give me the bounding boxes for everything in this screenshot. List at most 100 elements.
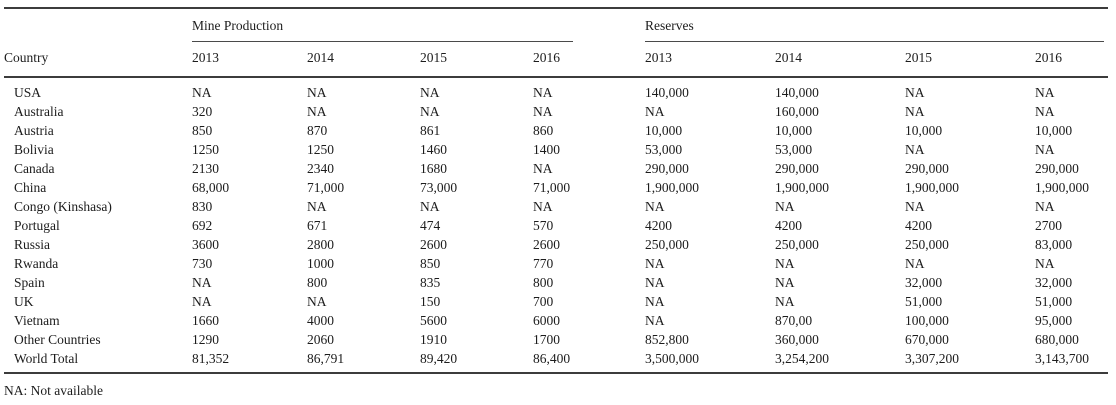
mine-production-value-cell: NA — [307, 85, 327, 100]
reserves-value-cell: 1,900,000 — [905, 180, 959, 195]
mine-production-value-cell: 5600 — [420, 313, 447, 328]
reserves-value-cell: 51,000 — [1035, 294, 1073, 309]
reserves-value-cell: 250,000 — [905, 237, 949, 252]
reserves-value-cell: 95,000 — [1035, 313, 1073, 328]
mine-production-value-cell: 1000 — [307, 256, 334, 271]
mine-production-value-cell: NA — [533, 161, 553, 176]
mine-production-value-cell: 4000 — [307, 313, 334, 328]
reserves-value-cell: 83,000 — [1035, 237, 1073, 252]
reserves-value-cell: NA — [1035, 199, 1055, 214]
table-row: Bolivia 1250 1250 1460 1400 53,000 53,00… — [4, 140, 1108, 159]
na-footnote: NA: Not available — [4, 383, 103, 398]
table-row: Australia 320 NA NA NA NA 160,000 NA NA — [4, 102, 1108, 121]
mine-production-value-cell: 2600 — [533, 237, 560, 252]
mine-production-value-cell: 2130 — [192, 161, 219, 176]
mine-production-value-cell: 3600 — [192, 237, 219, 252]
mine-production-value-cell: 861 — [420, 123, 441, 138]
mine-production-value-cell: 870 — [307, 123, 328, 138]
table-row: Canada 2130 2340 1680 NA 290,000 290,000… — [4, 159, 1108, 178]
table-header: Mine Production Reserves Country 2013 20… — [4, 8, 1108, 78]
reserves-value-cell: 32,000 — [905, 275, 943, 290]
year-header-mp-2015: 2015 — [420, 42, 533, 78]
reserves-value-cell: 32,000 — [1035, 275, 1073, 290]
mine-production-value-cell: 1290 — [192, 332, 219, 347]
reserves-value-cell: 360,000 — [775, 332, 819, 347]
country-cell: China — [14, 180, 47, 195]
reserves-value-cell: 3,143,700 — [1035, 351, 1089, 366]
mine-production-value-cell: 570 — [533, 218, 554, 233]
year-header-mp-2013: 2013 — [192, 42, 307, 78]
reserves-value-cell: 3,307,200 — [905, 351, 959, 366]
table-row: Portugal 692 671 474 570 4200 4200 4200 … — [4, 216, 1108, 235]
reserves-value-cell: NA — [905, 142, 925, 157]
reserves-value-cell: NA — [645, 294, 665, 309]
reserves-value-cell: 250,000 — [775, 237, 819, 252]
country-cell: Spain — [14, 275, 45, 290]
reserves-value-cell: NA — [775, 256, 795, 271]
reserves-value-cell: 4200 — [645, 218, 672, 233]
mine-production-value-cell: 850 — [420, 256, 441, 271]
table-row: Austria 850 870 861 860 10,000 10,000 10… — [4, 121, 1108, 140]
reserves-value-cell: 680,000 — [1035, 332, 1079, 347]
mine-production-value-cell: NA — [192, 85, 212, 100]
country-cell: Canada — [14, 161, 55, 176]
mine-production-value-cell: NA — [420, 199, 440, 214]
reserves-value-cell: 1,900,000 — [1035, 180, 1089, 195]
mine-production-value-cell: 89,420 — [420, 351, 458, 366]
country-cell: Vietnam — [14, 313, 60, 328]
mine-production-value-cell: 671 — [307, 218, 328, 233]
data-table: Mine Production Reserves Country 2013 20… — [4, 7, 1108, 374]
col-group-reserves: Reserves — [645, 8, 1108, 42]
reserves-value-cell: NA — [905, 199, 925, 214]
mine-production-value-cell: NA — [307, 104, 327, 119]
mine-production-value-cell: 800 — [533, 275, 554, 290]
mine-production-value-cell: NA — [420, 85, 440, 100]
table-row: World Total 81,352 86,791 89,420 86,400 … — [4, 349, 1108, 373]
mine-production-value-cell: 860 — [533, 123, 554, 138]
reserves-value-cell: NA — [1035, 85, 1055, 100]
reserves-value-cell: 1,900,000 — [645, 180, 699, 195]
reserves-value-cell: NA — [775, 294, 795, 309]
reserves-value-cell: 53,000 — [645, 142, 683, 157]
country-cell: Russia — [14, 237, 51, 252]
mine-production-value-cell: 2060 — [307, 332, 334, 347]
reserves-value-cell: NA — [905, 104, 925, 119]
table-row: USA NA NA NA NA 140,000 140,000 NA NA — [4, 77, 1108, 102]
mine-production-value-cell: 320 — [192, 104, 213, 119]
mine-production-value-cell: 1460 — [420, 142, 447, 157]
country-cell: Congo (Kinshasa) — [14, 199, 112, 214]
mine-production-value-cell: 692 — [192, 218, 213, 233]
mine-production-value-cell: 2600 — [420, 237, 447, 252]
mine-production-value-cell: 1700 — [533, 332, 560, 347]
reserves-value-cell: 160,000 — [775, 104, 819, 119]
mine-production-value-cell: 474 — [420, 218, 441, 233]
country-cell: Bolivia — [14, 142, 54, 157]
reserves-value-cell: 3,500,000 — [645, 351, 699, 366]
year-header-rv-2013: 2013 — [645, 42, 775, 78]
reserves-value-cell: NA — [905, 85, 925, 100]
mine-production-value-cell: NA — [192, 275, 212, 290]
col-group-mine-production: Mine Production — [192, 8, 645, 42]
reserves-value-cell: 10,000 — [1035, 123, 1073, 138]
reserves-value-cell: 100,000 — [905, 313, 949, 328]
country-cell: UK — [14, 294, 34, 309]
year-header-rv-2016: 2016 — [1035, 42, 1108, 78]
reserves-value-cell: NA — [645, 313, 665, 328]
mine-production-value-cell: 1910 — [420, 332, 447, 347]
mine-production-value-cell: 86,791 — [307, 351, 345, 366]
reserves-value-cell: 852,800 — [645, 332, 689, 347]
year-header-rv-2015: 2015 — [905, 42, 1035, 78]
reserves-value-cell: NA — [1035, 256, 1055, 271]
reserves-value-cell: 10,000 — [775, 123, 813, 138]
reserves-value-cell: 140,000 — [775, 85, 819, 100]
mine-production-value-cell: 770 — [533, 256, 554, 271]
mine-production-value-cell: 150 — [420, 294, 441, 309]
reserves-value-cell: 4200 — [905, 218, 932, 233]
mine-production-value-cell: 81,352 — [192, 351, 230, 366]
country-cell: Rwanda — [14, 256, 59, 271]
mine-production-value-cell: 1660 — [192, 313, 219, 328]
mine-production-value-cell: 835 — [420, 275, 441, 290]
reserves-value-cell: 290,000 — [1035, 161, 1079, 176]
reserves-value-cell: NA — [645, 199, 665, 214]
